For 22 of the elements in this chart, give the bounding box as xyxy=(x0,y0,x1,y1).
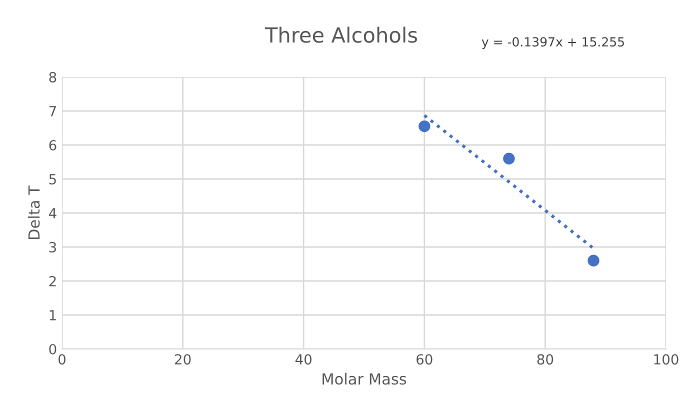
y-tick-label: 2 xyxy=(49,276,56,286)
y-axis-title: Delta T xyxy=(28,185,40,239)
x-tick-label: 40 xyxy=(295,354,312,365)
y-tick-label: 6 xyxy=(49,140,56,150)
y-tick-label: 3 xyxy=(49,242,56,252)
x-tick-label: 80 xyxy=(537,354,554,365)
y-tick-label: 5 xyxy=(49,174,56,184)
x-tick-label: 60 xyxy=(416,354,432,365)
y-tick-label: 1 xyxy=(50,310,56,320)
point xyxy=(588,254,600,266)
y-tick-label: 7 xyxy=(49,106,56,116)
x-tick-label: 20 xyxy=(174,354,191,365)
y-tick-label: 4 xyxy=(48,208,56,218)
point xyxy=(418,120,430,132)
point xyxy=(503,152,515,164)
text: y = -0.1397x + 15.255 xyxy=(482,37,624,49)
chart-title: Three Alcohols xyxy=(264,26,418,43)
y-tick-label: 8 xyxy=(49,72,56,82)
x-tick-label: 0 xyxy=(58,354,66,365)
y-tick-label: 0 xyxy=(49,344,56,354)
x-axis-title: Molar Mass xyxy=(322,372,406,385)
x-tick-label: 100 xyxy=(654,354,678,365)
